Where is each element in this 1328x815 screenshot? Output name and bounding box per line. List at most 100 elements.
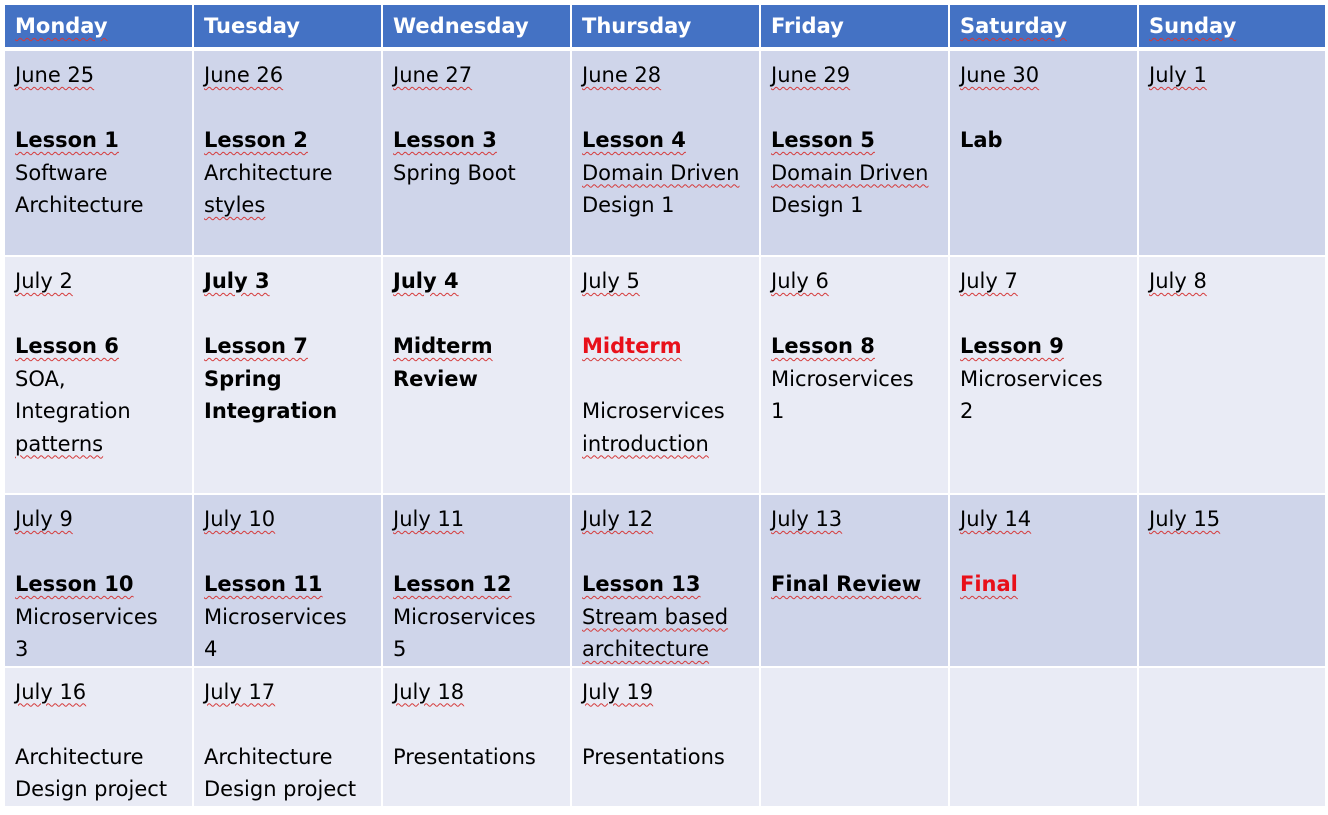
lesson-topic-line: architecture (582, 637, 710, 661)
day-date: July 7 (960, 269, 1018, 293)
lesson-title: Lesson 5 (771, 128, 875, 152)
day-date: July 13 (771, 507, 843, 531)
day-cell: July 3 Lesson 7 Spring Integration (192, 255, 383, 495)
day-cell: July 16 Architecture Design project (3, 665, 194, 808)
day-date: June 27 (393, 63, 473, 87)
lesson-topic-line: patterns (15, 431, 104, 456)
day-date: June 29 (771, 63, 851, 87)
day-date: July 15 (1149, 507, 1221, 531)
day-cell: July 9 Lesson 10 Microservices 3 (3, 493, 194, 668)
lesson-topic-line: Design 1 (771, 193, 864, 217)
lesson-topic-line: SOA, (15, 366, 66, 391)
lesson-topic-line: 2 (960, 399, 974, 423)
lesson-topic-line: Architecture (15, 193, 144, 217)
lesson-topic-line: Integration (204, 399, 338, 423)
lesson-topic-line: 4 (204, 637, 218, 661)
week-row-3: July 9 Lesson 10 Microservices 3 July 10… (3, 493, 1327, 668)
header-label: Saturday (960, 14, 1067, 38)
day-cell: July 6 Lesson 8 Microservices 1 (759, 255, 950, 495)
day-date: July 6 (771, 269, 829, 293)
header-wednesday: Wednesday (381, 3, 572, 51)
day-date: June 26 (204, 63, 284, 87)
header-label: Tuesday (204, 14, 300, 38)
day-cell: July 19 Presentations (570, 665, 761, 808)
day-cell: June 29 Lesson 5 Domain Driven Design 1 (759, 48, 950, 257)
lesson-topic-line: Microservices (771, 366, 914, 391)
header-friday: Friday (759, 3, 950, 51)
lesson-title: Lesson 10 (15, 572, 134, 596)
lesson-topic-line: Design project (15, 777, 168, 801)
day-cell: June 28 Lesson 4 Domain Driven Design 1 (570, 48, 761, 257)
day-date: June 30 (960, 63, 1040, 87)
day-date: July 5 (582, 269, 640, 293)
lesson-topic-line: Stream based (582, 604, 729, 629)
lesson-topic-line: Microservices (393, 604, 536, 629)
lesson-title: Lesson 2 (204, 128, 308, 152)
lesson-title: Lesson 4 (582, 128, 686, 152)
header-label: Thursday (582, 14, 692, 38)
lesson-title: Lesson 7 (204, 334, 308, 358)
day-date: June 25 (15, 63, 95, 87)
lesson-topic-line: 5 (393, 637, 407, 661)
header-thursday: Thursday (570, 3, 761, 51)
lesson-topic-line: Spring Boot (393, 160, 516, 185)
day-cell: July 12 Lesson 13 Stream based architect… (570, 493, 761, 668)
lesson-title: Lesson 9 (960, 334, 1064, 358)
day-date: July 16 (15, 679, 87, 704)
day-cell: July 4 Midterm Review (381, 255, 572, 495)
lesson-topic-line: Microservices (582, 399, 725, 423)
day-date: July 3 (204, 269, 270, 293)
day-date: July 14 (960, 507, 1032, 531)
day-cell: July 5 Midterm Microservices introductio… (570, 255, 761, 495)
day-date: July 11 (393, 507, 465, 531)
lesson-title: Lesson 8 (771, 334, 875, 358)
lesson-title: Lab (960, 128, 1003, 152)
lesson-topic-line: Domain Driven (771, 160, 929, 185)
day-cell: July 11 Lesson 12 Microservices 5 (381, 493, 572, 668)
lesson-topic-line: Architecture (15, 744, 144, 769)
day-date: June 28 (582, 63, 662, 87)
header-label: Friday (771, 14, 844, 38)
day-cell (759, 665, 950, 808)
day-date: July 19 (582, 679, 654, 704)
lesson-topic-line: Architecture (204, 160, 333, 185)
lesson-topic-line: Architecture (204, 744, 333, 769)
day-cell: June 30 Lab (948, 48, 1139, 257)
day-date: July 12 (582, 507, 654, 531)
day-cell: July 18 Presentations (381, 665, 572, 808)
lesson-topic-line: Microservices (960, 366, 1103, 391)
exam-title: Midterm (582, 334, 682, 358)
day-cell: July 7 Lesson 9 Microservices 2 (948, 255, 1139, 495)
day-cell: June 27 Lesson 3 Spring Boot (381, 48, 572, 257)
schedule-calendar: Monday Tuesday Wednesday Thursday Friday… (3, 3, 1327, 808)
lesson-title: Lesson 1 (15, 128, 119, 152)
day-cell (948, 665, 1139, 808)
day-date: July 1 (1149, 63, 1207, 87)
lesson-topic-line: Integration (15, 399, 131, 423)
lesson-topic-line: Spring (204, 366, 282, 391)
header-tuesday: Tuesday (192, 3, 383, 51)
lesson-title: Midterm (393, 334, 493, 358)
lesson-title: Lesson 13 (582, 572, 701, 596)
day-cell: July 15 (1137, 493, 1327, 668)
day-cell: June 26 Lesson 2 Architecture styles (192, 48, 383, 257)
exam-title: Final (960, 572, 1018, 596)
day-cell: July 1 (1137, 48, 1327, 257)
lesson-topic-line: Presentations (393, 744, 536, 769)
lesson-topic-line: Software (15, 160, 108, 185)
day-cell: July 17 Architecture Design project (192, 665, 383, 808)
week-row-4: July 16 Architecture Design project July… (3, 665, 1327, 808)
lesson-title: Lesson 11 (204, 572, 323, 596)
day-cell (1137, 665, 1327, 808)
lesson-topic-line: styles (204, 193, 266, 217)
day-date: July 17 (204, 679, 276, 704)
lesson-topic-line: 1 (771, 399, 785, 423)
lesson-topic-line: Presentations (582, 744, 725, 769)
day-date: July 10 (204, 507, 276, 531)
lesson-topic-line: Design project (204, 777, 357, 801)
day-cell: July 2 Lesson 6 SOA, Integration pattern… (3, 255, 194, 495)
lesson-topic-line: introduction (582, 431, 709, 456)
lesson-title: Lesson 3 (393, 128, 497, 152)
header-sunday: Sunday (1137, 3, 1327, 51)
week-row-2: July 2 Lesson 6 SOA, Integration pattern… (3, 255, 1327, 495)
